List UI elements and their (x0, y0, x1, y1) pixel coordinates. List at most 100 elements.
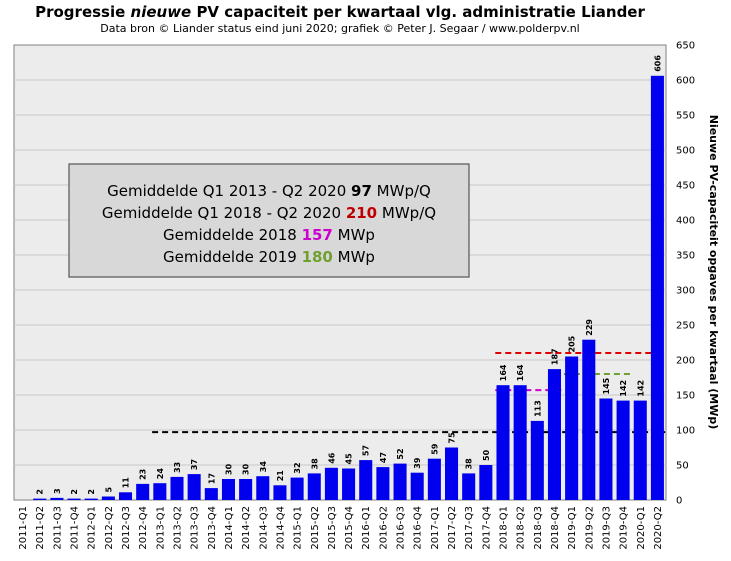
x-tick-2019-Q3: 2019-Q3 (601, 506, 612, 550)
y-tick-100: 100 (676, 426, 695, 437)
y-tick-450: 450 (676, 181, 695, 192)
x-tick-2012-Q1: 2012-Q1 (87, 506, 98, 550)
bar-2019-Q2 (582, 339, 596, 500)
y-tick-50: 50 (676, 461, 689, 472)
y-tick-550: 550 (676, 111, 695, 122)
annotation-line-2-post: MWp/Q (377, 204, 436, 222)
value-label-2016-Q1: 57 (362, 445, 371, 456)
bars (33, 75, 664, 501)
annotation-line-2: Gemiddelde Q1 2018 - Q2 2020 210 MWp/Q (102, 204, 436, 222)
x-tick-2015-Q4: 2015-Q4 (344, 506, 355, 550)
annotation-line-4-value: 180 (302, 248, 333, 266)
value-label-2017-Q4: 50 (482, 449, 491, 461)
x-tick-2016-Q3: 2016-Q3 (396, 506, 407, 550)
value-label-2019-Q3: 145 (602, 377, 611, 394)
y-axis-label: Nieuwe PV-capaciteit opgaves per kwartaa… (707, 115, 720, 430)
value-label-2011-Q4: 2 (70, 489, 79, 495)
bar-2019-Q3 (599, 398, 613, 500)
bar-2014-Q3 (256, 476, 270, 500)
x-tick-2011-Q3: 2011-Q3 (52, 506, 63, 550)
x-tick-2012-Q4: 2012-Q4 (138, 506, 149, 550)
value-label-2016-Q3: 52 (396, 448, 405, 459)
bar-2020-Q2 (650, 75, 664, 501)
bar-2017-Q3 (462, 473, 476, 500)
value-label-2015-Q1: 32 (293, 462, 302, 473)
y-tick-400: 400 (676, 216, 695, 227)
x-tick-2012-Q2: 2012-Q2 (104, 506, 115, 550)
bar-2011-Q3 (50, 497, 64, 500)
bar-2012-Q2 (101, 496, 115, 500)
bar-2013-Q1 (153, 483, 167, 500)
x-tick-2013-Q1: 2013-Q1 (155, 506, 166, 550)
x-tick-2018-Q1: 2018-Q1 (499, 506, 510, 550)
chart-title-prefix: Progressie (35, 3, 131, 21)
bar-2015-Q3 (324, 467, 338, 500)
chart-subtitle: Data bron © Liander status eind juni 202… (100, 22, 580, 35)
x-tick-2011-Q1: 2011-Q1 (18, 506, 29, 550)
bar-2016-Q3 (393, 463, 407, 500)
x-tick-2017-Q1: 2017-Q1 (430, 506, 441, 550)
x-tick-labels: 2011-Q1 2011-Q2 2011-Q3 2011-Q4 2012-Q1 2012-… (18, 506, 664, 550)
value-label-2016-Q4: 39 (413, 457, 422, 469)
value-label-2011-Q2: 2 (36, 489, 45, 495)
value-label-2014-Q4: 21 (276, 470, 285, 482)
value-label-2018-Q1: 164 (499, 364, 508, 381)
y-tick-600: 600 (676, 76, 695, 87)
value-label-2012-Q4: 23 (139, 469, 148, 480)
bar-2012-Q4 (136, 483, 150, 500)
bar-2018-Q4 (547, 369, 561, 500)
annotation-line-1-value: 97 (351, 182, 372, 200)
bar-2012-Q3 (119, 492, 133, 500)
bar-2014-Q1 (221, 479, 235, 500)
bar-2019-Q4 (616, 400, 630, 500)
value-label-2016-Q2: 47 (379, 452, 388, 463)
y-tick-500: 500 (676, 146, 695, 157)
bar-2012-Q1 (84, 498, 98, 500)
value-label-2019-Q4: 142 (619, 380, 628, 397)
value-label-2013-Q3: 37 (190, 459, 199, 470)
value-label-2018-Q2: 164 (516, 364, 525, 381)
bar-2017-Q2 (445, 447, 459, 500)
bar-2011-Q4 (67, 498, 81, 500)
annotation-line-1-post: MWp/Q (372, 182, 431, 200)
y-tick-labels: 0 50 100 150 200 250 300 350 400 450 500 550 600 650 (676, 41, 695, 507)
annotation-line-4: Gemiddelde 2019 180 MWp (163, 248, 375, 266)
annotation-line-2-value: 210 (346, 204, 377, 222)
x-tick-2019-Q1: 2019-Q1 (567, 506, 578, 550)
x-tick-2019-Q4: 2019-Q4 (619, 506, 630, 550)
x-tick-2018-Q3: 2018-Q3 (533, 506, 544, 550)
annotation-line-3: Gemiddelde 2018 157 MWp (163, 226, 375, 244)
y-tick-300: 300 (676, 286, 695, 297)
value-label-2012-Q3: 11 (122, 477, 131, 489)
value-label-2015-Q2: 38 (310, 458, 319, 470)
x-tick-2015-Q3: 2015-Q3 (327, 506, 338, 550)
x-tick-2013-Q2: 2013-Q2 (173, 506, 184, 550)
bar-2018-Q1 (496, 385, 510, 500)
annotation-line-1-pre: Gemiddelde Q1 2013 - Q2 2020 (107, 182, 351, 200)
bar-2013-Q4 (204, 488, 218, 500)
value-label-2014-Q3: 34 (259, 461, 268, 473)
x-tick-2019-Q2: 2019-Q2 (584, 506, 595, 550)
bar-2018-Q2 (513, 385, 527, 500)
bar-2015-Q1 (290, 477, 304, 500)
value-label-2017-Q2: 75 (448, 432, 457, 444)
bar-2016-Q2 (376, 467, 390, 500)
x-tick-2013-Q3: 2013-Q3 (190, 506, 201, 550)
value-label-2014-Q2: 30 (242, 463, 251, 475)
value-label-2017-Q3: 38 (465, 458, 474, 470)
value-label-2012-Q1: 2 (87, 489, 96, 495)
x-tick-2015-Q1: 2015-Q1 (293, 506, 304, 550)
annotation-line-3-pre: Gemiddelde 2018 (163, 226, 302, 244)
chart-title: Progressie nieuwe PV capaciteit per kwar… (0, 3, 680, 21)
y-tick-650: 650 (676, 41, 695, 52)
value-label-2015-Q3: 46 (327, 452, 336, 464)
value-label-2011-Q3: 3 (53, 488, 62, 494)
x-tick-2013-Q4: 2013-Q4 (207, 506, 218, 550)
annotation-line-3-value: 157 (302, 226, 333, 244)
x-tick-2012-Q3: 2012-Q3 (121, 506, 132, 550)
x-tick-2020-Q2: 2020-Q2 (653, 506, 664, 550)
bar-2013-Q3 (187, 474, 201, 500)
bar-2016-Q1 (359, 460, 373, 500)
value-label-2017-Q1: 59 (430, 443, 439, 455)
